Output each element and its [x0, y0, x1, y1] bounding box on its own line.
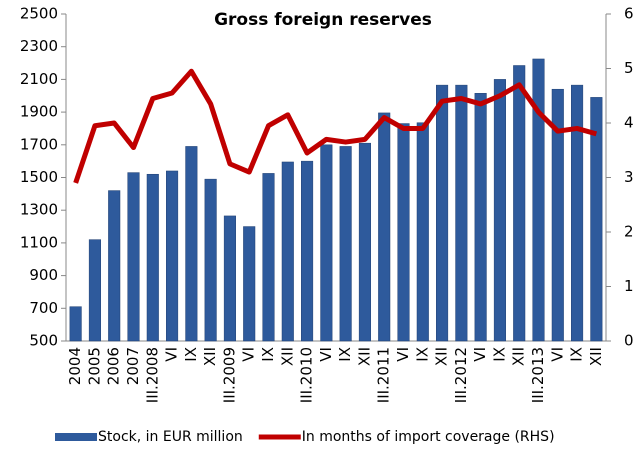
legend-label: In months of import coverage (RHS): [302, 429, 555, 445]
bar: [223, 215, 236, 342]
y-tick-label: 1300: [20, 201, 58, 219]
bar: [551, 88, 564, 342]
y-tick-label: 2300: [20, 37, 58, 55]
x-tick-label: III.2011: [375, 347, 393, 403]
x-tick-label: 2006: [105, 347, 123, 385]
x-tick-label: 2005: [85, 347, 103, 385]
line: [73, 68, 598, 184]
x-tick-label: IX: [336, 347, 354, 362]
y-tick-label: 700: [29, 299, 58, 317]
x-tick-label: VI: [240, 347, 258, 362]
y2-tick-label: 2: [624, 223, 634, 241]
y-tick-label: 1900: [20, 103, 58, 121]
bar: [339, 146, 352, 342]
bar: [397, 123, 410, 342]
x-tick-label: III.2008: [143, 347, 161, 403]
x-tick-label: III.2012: [452, 347, 470, 403]
x-tick-label: III.2013: [529, 347, 547, 403]
chart-title: Gross foreign reserves: [214, 10, 432, 30]
y-tick-label: 2100: [20, 70, 58, 88]
bar: [320, 144, 333, 342]
bar: [69, 306, 82, 342]
y2-tick-label: 3: [624, 168, 634, 186]
x-tick-label: XII: [278, 347, 296, 366]
y-tick-label: 1700: [20, 135, 58, 153]
x-tick-label: III.2009: [220, 347, 238, 403]
y2-tick-label: 1: [624, 277, 634, 295]
x-tick-label: XII: [355, 347, 373, 366]
bar: [416, 122, 429, 342]
x-tick-label: XII: [433, 347, 451, 366]
bar: [88, 239, 101, 342]
legend-swatch: [55, 433, 97, 441]
bar: [146, 173, 159, 342]
y2-tick-label: 0: [624, 332, 634, 350]
x-tick-label: XII: [201, 347, 219, 366]
bar: [166, 170, 179, 342]
x-tick-label: 2004: [66, 347, 84, 385]
bar: [108, 190, 121, 342]
x-tick-label: IX: [259, 347, 277, 362]
bar: [185, 146, 198, 342]
x-tick-label: IX: [490, 347, 508, 362]
x-tick-label: XII: [587, 347, 605, 366]
bar: [204, 178, 217, 342]
x-tick-label: VI: [317, 347, 335, 362]
y-tick-label: 900: [29, 266, 58, 284]
x-tick-label: 2007: [124, 347, 142, 385]
x-tick-label: IX: [568, 347, 586, 362]
y2-tick-label: 6: [624, 5, 634, 23]
bar: [378, 112, 391, 342]
x-tick-label: VI: [471, 347, 489, 362]
bar: [358, 142, 371, 342]
bar: [571, 84, 584, 342]
y-tick-label: 2500: [20, 5, 58, 23]
bar: [262, 173, 275, 342]
y2-tick-label: 5: [624, 59, 634, 77]
bar: [474, 93, 487, 342]
bar: [301, 160, 314, 342]
x-tick-label: XII: [510, 347, 528, 366]
bar: [493, 79, 506, 342]
bar: [436, 84, 449, 342]
bar: [127, 172, 140, 342]
x-tick-label: IX: [413, 347, 431, 362]
x-tick-label: VI: [394, 347, 412, 362]
x-tick-label: III.2010: [298, 347, 316, 403]
bar: [590, 97, 603, 342]
x-tick-label: IX: [182, 347, 200, 362]
bar: [532, 58, 545, 342]
x-tick-label: VI: [548, 347, 566, 362]
bar: [243, 226, 256, 342]
y-tick-label: 1100: [20, 233, 58, 251]
y-tick-label: 500: [29, 332, 58, 350]
bar: [455, 84, 468, 342]
x-tick-label: VI: [163, 347, 181, 362]
bar: [513, 65, 526, 342]
y-tick-label: 1500: [20, 168, 58, 186]
bar: [281, 161, 294, 342]
legend-label: Stock, in EUR million: [98, 429, 243, 445]
y2-tick-label: 4: [624, 114, 634, 132]
